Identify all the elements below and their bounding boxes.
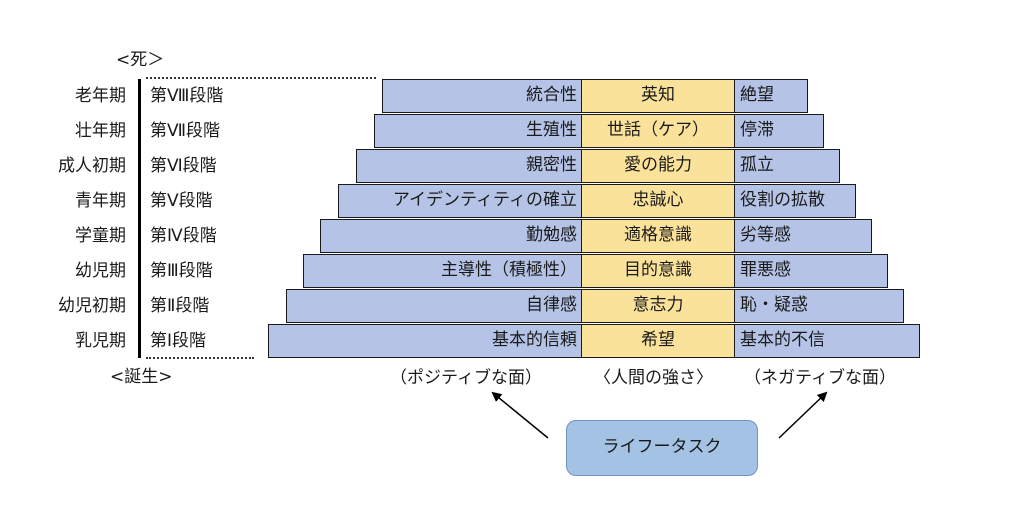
- age-label: 幼児期: [75, 261, 126, 281]
- negative-cell: 罪悪感: [734, 254, 888, 288]
- strength-cell: 愛の能力: [582, 149, 734, 183]
- stage-row: 親密性 愛の能力 孤立: [0, 149, 1024, 183]
- stage-row: 生殖性 世話（ケア） 停滞: [0, 114, 1024, 148]
- top-dotted-line: [146, 77, 376, 79]
- positive-cell: 勤勉感: [320, 219, 582, 253]
- age-label: 幼児初期: [58, 296, 126, 316]
- positive-caption: （ポジティブな面）: [390, 368, 542, 388]
- negative-cell: 劣等感: [734, 219, 872, 253]
- stage-row: 基本的信頼 希望 基本的不信: [0, 324, 1024, 358]
- stage-row: 主導性（積極性） 目的意識 罪悪感: [0, 254, 1024, 288]
- strength-cell: 意志力: [582, 289, 734, 323]
- negative-cell: 停滞: [734, 114, 824, 148]
- stage-label: 第Ⅷ段階: [150, 86, 224, 106]
- negative-cell: 基本的不信: [734, 324, 920, 358]
- strength-cell: 適格意識: [582, 219, 734, 253]
- stage-label: 第Ⅴ段階: [150, 191, 213, 211]
- timeline-line: [138, 79, 141, 358]
- strength-cell: 世話（ケア）: [582, 114, 734, 148]
- age-label: 学童期: [75, 226, 126, 246]
- strength-cell: 英知: [582, 79, 734, 113]
- negative-caption: （ネガティブな面）: [744, 368, 896, 388]
- stage-label: 第Ⅱ段階: [150, 296, 210, 316]
- stage-label: 第Ⅲ段階: [150, 261, 213, 281]
- arrow-to-positive: [491, 391, 549, 439]
- negative-cell: 絶望: [734, 79, 808, 113]
- age-label: 青年期: [75, 191, 126, 211]
- positive-cell: 生殖性: [374, 114, 582, 148]
- positive-cell: 基本的信頼: [268, 324, 582, 358]
- stage-row: 統合性 英知 絶望: [0, 79, 1024, 113]
- age-label: 老年期: [75, 86, 126, 106]
- life-task-box: ライフータスク: [566, 420, 758, 476]
- strength-cell: 目的意識: [582, 254, 734, 288]
- birth-marker: <誕生>: [110, 367, 173, 387]
- stage-row: アイデンティティの確立 忠誠心 役割の拡散: [0, 184, 1024, 218]
- stage-label: 第Ⅰ段階: [150, 331, 207, 351]
- positive-cell: 自律感: [286, 289, 582, 323]
- stage-row: 自律感 意志力 恥・疑惑: [0, 289, 1024, 323]
- strength-cell: 希望: [582, 324, 734, 358]
- arrow-to-negative: [778, 391, 828, 439]
- positive-cell: アイデンティティの確立: [338, 184, 582, 218]
- age-label: 壮年期: [75, 121, 126, 141]
- strength-caption: 〈人間の強さ〉: [594, 368, 713, 388]
- negative-cell: 孤立: [734, 149, 840, 183]
- stage-label: 第Ⅳ段階: [150, 226, 217, 246]
- positive-cell: 主導性（積極性）: [303, 254, 582, 288]
- positive-cell: 統合性: [382, 79, 582, 113]
- negative-cell: 役割の拡散: [734, 184, 856, 218]
- stage-label: 第Ⅶ段階: [150, 121, 221, 141]
- death-marker: <死＞: [116, 50, 165, 70]
- positive-cell: 親密性: [356, 149, 582, 183]
- negative-cell: 恥・疑惑: [734, 289, 904, 323]
- strength-cell: 忠誠心: [582, 184, 734, 218]
- bottom-dotted-line: [146, 357, 254, 359]
- age-label: 乳児期: [75, 331, 126, 351]
- stage-row: 勤勉感 適格意識 劣等感: [0, 219, 1024, 253]
- stage-label: 第Ⅵ段階: [150, 156, 217, 176]
- age-label: 成人初期: [58, 156, 126, 176]
